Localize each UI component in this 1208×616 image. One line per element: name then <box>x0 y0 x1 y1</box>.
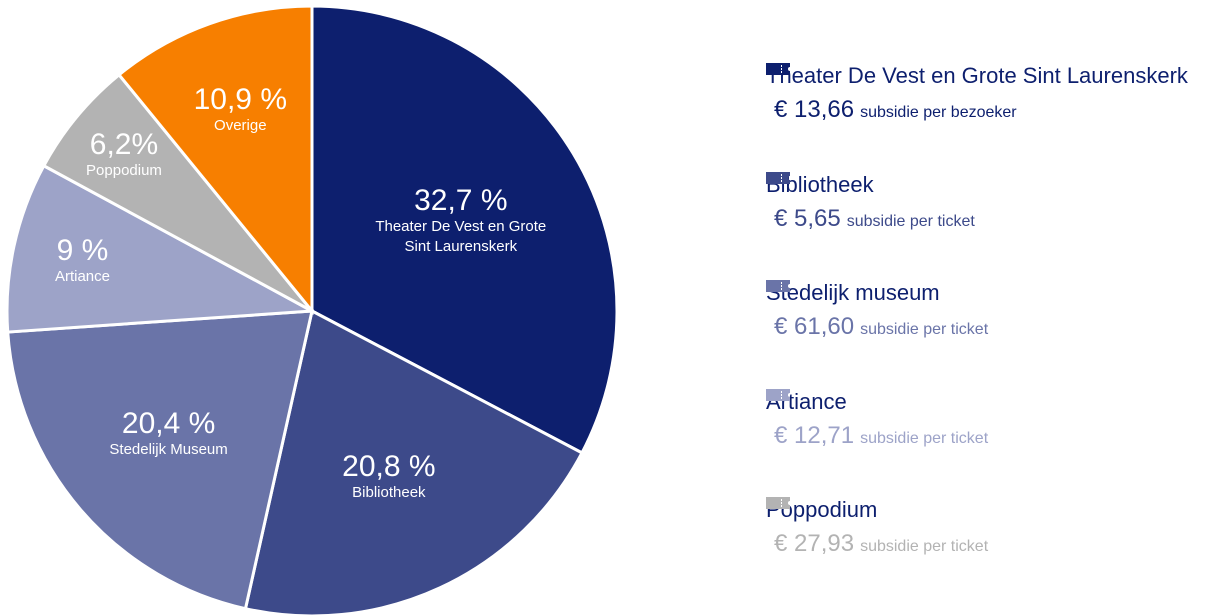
slice-label: 10,9 % Overige <box>130 82 350 136</box>
slice-category: Stedelijk Museum <box>109 441 228 459</box>
panel-item: Stedelijk museum € 61,60 subsidie per tick… <box>766 279 988 341</box>
panel-item: Artiance € 12,71 subsidie per ticket <box>766 388 988 450</box>
panel-row: € 61,60 subsidie per ticket <box>766 280 989 341</box>
panel-price: € 27,93 <box>774 530 855 557</box>
panel-item: Poppodium € 27,93 subsidie per ticket <box>766 496 988 558</box>
panel-row: € 27,93 subsidie per ticket <box>766 497 989 558</box>
panel-row: € 5,65 subsidie per ticket <box>766 171 975 233</box>
panel-unit: subsidie per ticket <box>860 538 989 555</box>
pie-slice <box>243 308 585 616</box>
slice-value: 10,9 % <box>193 82 287 116</box>
slice-value: 20,4 % <box>121 407 216 441</box>
panel-name: Stedelijk museum <box>766 280 940 305</box>
panel-price: € 12,71 <box>774 421 855 449</box>
slice-value: 20,8 % <box>342 450 436 484</box>
slice-label: 20,4 % Stedelijk Museum <box>59 408 279 460</box>
pie-slice <box>6 309 314 611</box>
ticket-shape <box>766 388 790 401</box>
ticket-stub <box>781 173 782 182</box>
slice-value: 6,2% <box>89 128 159 162</box>
ticket-shape <box>766 171 790 184</box>
slice-category: Poppodium <box>86 162 162 180</box>
ticket-stub <box>781 390 782 399</box>
slice-category: Theater De Vest en Grote Sint Laurensker… <box>375 218 547 256</box>
slice-label: 32,7 % Theater De Vest en Grote Sint Laur… <box>351 185 571 257</box>
slice-category: Artiance <box>54 268 110 286</box>
ticket-stub <box>781 65 782 73</box>
slice-value: 32,7 % <box>414 184 508 218</box>
slice-category: Bibliotheek <box>352 484 426 502</box>
panel-name: Bibliotheek <box>766 171 874 197</box>
slice-value: 9 % <box>56 234 109 268</box>
slice-label: 20,8 % Bibliotheek <box>279 451 499 503</box>
pie-slice <box>310 4 619 455</box>
panel-price: € 5,65 <box>774 204 841 232</box>
panel-unit: subsidie per bezoeker <box>860 104 1017 121</box>
panel-unit: subsidie per ticket <box>860 429 989 447</box>
panel-row: € 13,66 subsidie per bezoeker <box>766 63 1188 124</box>
pie-slice <box>116 4 314 316</box>
ticket-stub <box>781 282 782 290</box>
ticket-icon <box>766 280 790 292</box>
panel-unit: subsidie per ticket <box>846 212 975 230</box>
slice-label: 6,2% Poppodium <box>14 129 234 181</box>
ticket-icon <box>766 497 790 509</box>
panel-item: Bibliotheek € 5,65 subsidie per ticket <box>766 171 975 233</box>
slice-label: 9 % Artiance <box>0 235 192 287</box>
panel-unit: subsidie per ticket <box>860 321 989 338</box>
panel-name: Theater De Vest en Grote Sint Laurensker… <box>766 63 1188 88</box>
pie-slice <box>41 72 314 313</box>
panel-price: € 13,66 <box>774 96 855 123</box>
panel-row: € 12,71 subsidie per ticket <box>766 388 989 450</box>
panel-item: Theater De Vest en Grote Sint Laurensker… <box>766 62 1188 124</box>
ticket-stub <box>781 499 782 507</box>
ticket-shape <box>766 280 790 292</box>
ticket-icon <box>766 171 790 184</box>
ticket-shape <box>766 63 790 75</box>
ticket-icon <box>766 388 790 401</box>
panel-name: Artiance <box>766 388 847 414</box>
panel-price: € 61,60 <box>774 313 855 340</box>
ticket-icon <box>766 63 790 75</box>
pie-slice <box>5 163 318 334</box>
slice-category: Overige <box>214 116 267 134</box>
ticket-shape <box>766 497 790 509</box>
panel-name: Poppodium <box>766 497 878 522</box>
